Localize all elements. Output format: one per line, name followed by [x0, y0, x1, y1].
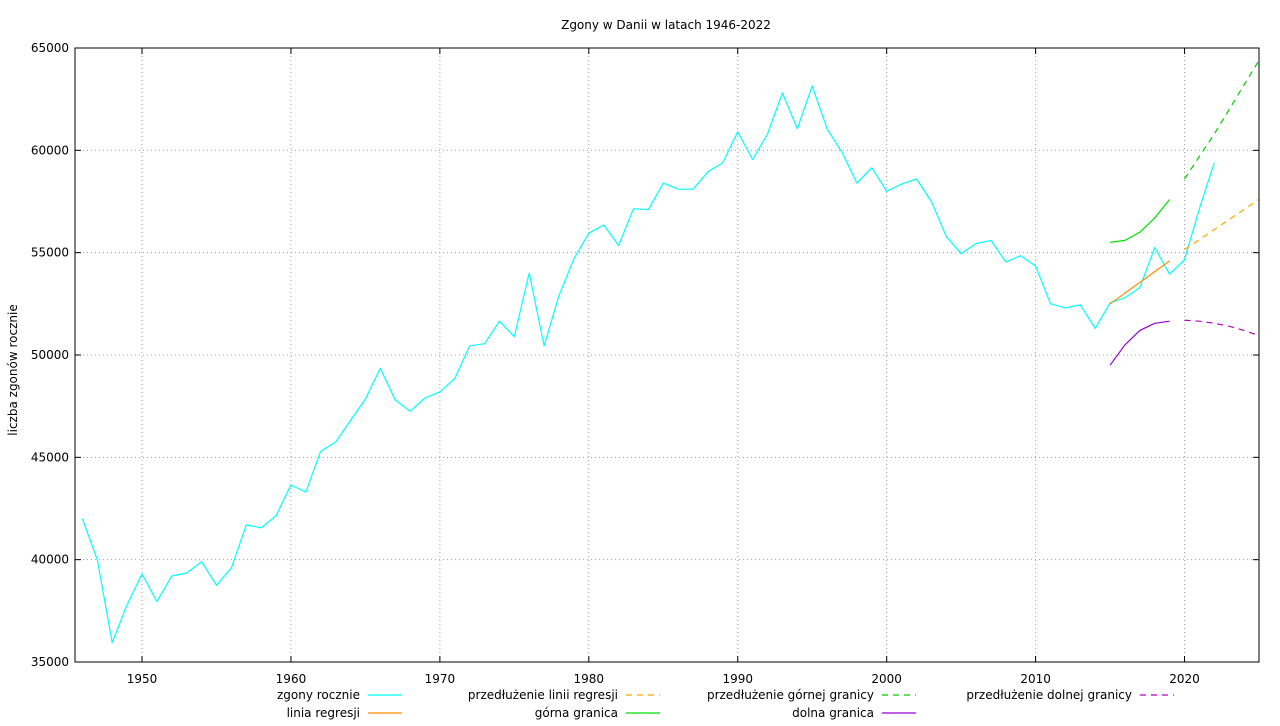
- x-tick-label: 2000: [871, 672, 902, 686]
- y-tick-label: 65000: [31, 41, 69, 55]
- x-tick-label: 1960: [276, 672, 307, 686]
- x-tick-label: 1950: [127, 672, 158, 686]
- chart-title: Zgony w Danii w latach 1946-2022: [561, 18, 771, 32]
- y-tick-label: 45000: [31, 450, 69, 464]
- series-line-1: [1109, 260, 1170, 305]
- x-tick-label: 1990: [722, 672, 753, 686]
- series-line-0: [81, 85, 1215, 644]
- y-tick-label: 35000: [31, 655, 69, 669]
- legend-label: przedłużenie dolnej granicy: [966, 688, 1132, 702]
- y-axis-label: liczba zgonów rocznie: [6, 304, 20, 435]
- grid: [75, 48, 1259, 662]
- x-tick-label: 2010: [1020, 672, 1051, 686]
- series-line-6: [1184, 319, 1260, 337]
- series-layer: [81, 59, 1260, 644]
- legend-label: przedłużenie linii regresji: [468, 688, 618, 702]
- y-tick-label: 60000: [31, 143, 69, 157]
- series-line-4: [1183, 59, 1260, 180]
- legend-label: górna granica: [535, 706, 618, 720]
- x-tick-label: 2020: [1169, 672, 1200, 686]
- legend-label: zgony rocznie: [277, 688, 360, 702]
- legend-label: dolna granica: [792, 706, 874, 720]
- legend: zgony rocznie linia regresji przedłużenie …: [277, 688, 1174, 720]
- y-tick-label: 40000: [31, 553, 69, 567]
- legend-label: linia regresji: [287, 706, 360, 720]
- series-line-3: [1110, 199, 1171, 243]
- series-line-2: [1184, 199, 1260, 251]
- y-tick-label: 55000: [31, 246, 69, 260]
- series-line-5: [1109, 320, 1170, 366]
- x-tick-label: 1970: [425, 672, 456, 686]
- y-axis: 35000 40000 45000 50000 55000 60000 65000: [31, 41, 1259, 669]
- x-tick-label: 1980: [574, 672, 605, 686]
- x-axis: 1950 1960 1970 1980 1990 2000 2010 2020: [127, 48, 1200, 686]
- y-tick-label: 50000: [31, 348, 69, 362]
- legend-label: przedłużenie górnej granicy: [707, 688, 874, 702]
